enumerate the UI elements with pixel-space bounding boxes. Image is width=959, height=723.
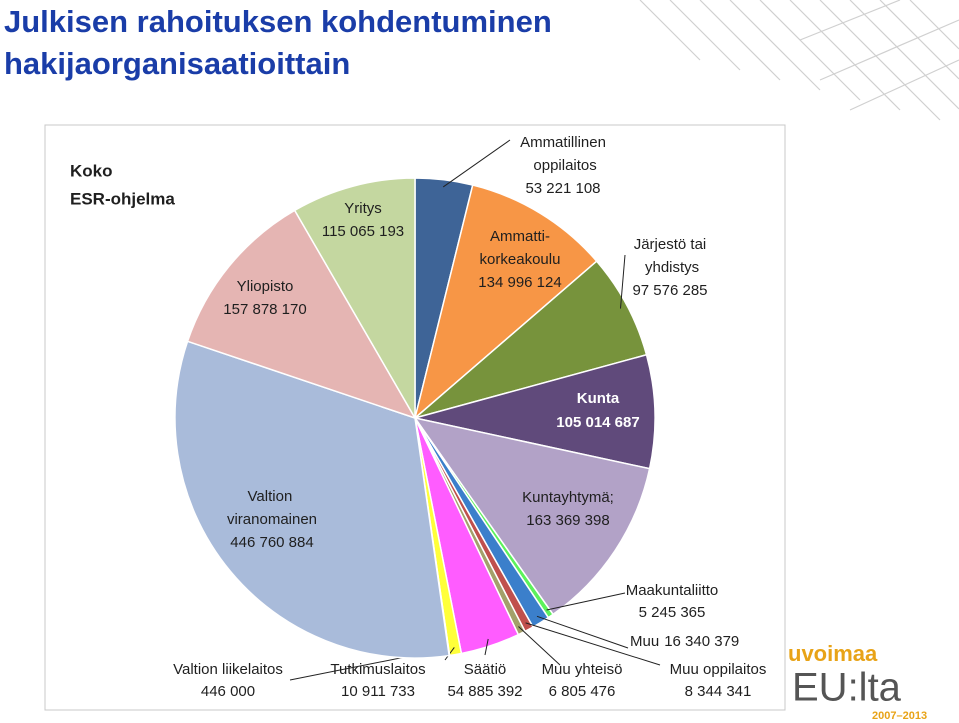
leader-line bbox=[619, 254, 626, 309]
value-label: 54 885 392 bbox=[447, 683, 522, 700]
slice-label: Valtion liikelaitos bbox=[173, 661, 283, 678]
leader-line bbox=[484, 638, 489, 656]
pie: Ammatillinen oppilaitos 53 221 108 Ammatti… bbox=[173, 134, 766, 700]
value-label: 163 369 398 bbox=[526, 512, 609, 529]
slice-label: Muu bbox=[630, 633, 659, 650]
title: Julkisen rahoituksen kohdentuminen bbox=[4, 4, 552, 39]
leader-line bbox=[546, 592, 626, 611]
slice-label: Kunta bbox=[577, 390, 620, 407]
leader-line bbox=[525, 622, 661, 666]
pie-slice bbox=[293, 177, 416, 421]
value-label: 6 805 476 bbox=[549, 683, 616, 700]
leader-line bbox=[442, 139, 511, 188]
slice-label: Ammatillinen oppilaitos bbox=[520, 134, 606, 174]
slice-label: Yliopisto bbox=[237, 278, 294, 295]
slice-label: Järjestö tai yhdistys bbox=[634, 236, 707, 276]
value-label: 157 878 170 bbox=[223, 301, 306, 318]
value-label: 16 340 379 bbox=[664, 633, 739, 650]
value-label: 8 344 341 bbox=[685, 683, 752, 700]
value-label: 5 245 365 bbox=[639, 604, 706, 621]
value-label: 134 996 124 bbox=[478, 274, 561, 291]
slice-label: Muu oppilaitos bbox=[670, 661, 767, 678]
value-label: 10 911 733 bbox=[341, 683, 415, 700]
value-label: 97 576 285 bbox=[632, 282, 707, 299]
slice-label: Tutkimuslaitos bbox=[330, 661, 425, 678]
pie-slice bbox=[413, 184, 598, 421]
slice-label: Kuntayhtymä; bbox=[522, 489, 614, 506]
pie-slice bbox=[414, 353, 656, 470]
pie-slice bbox=[414, 260, 648, 419]
slice-label: Valtion viranomainen bbox=[227, 488, 317, 528]
logo-text: uvoimaa bbox=[788, 641, 878, 666]
logo-mark: EU:lta bbox=[792, 666, 902, 710]
value-label: 115 065 193 bbox=[322, 223, 404, 240]
leader-line bbox=[518, 626, 561, 666]
slice-label: Yritys bbox=[344, 200, 382, 217]
title: hakijaorganisaatioittain bbox=[4, 46, 350, 81]
logo-years: 2007–2013 bbox=[872, 710, 927, 722]
slice-label: Maakuntaliitto bbox=[626, 582, 719, 599]
slice-label: Muu yhteisö bbox=[542, 661, 623, 678]
annotation: Koko bbox=[70, 161, 113, 180]
pie-slice bbox=[174, 340, 450, 659]
annotation: ESR-ohjelma bbox=[70, 189, 175, 208]
logo: uvoimaa EU:lta 2007–2013 bbox=[788, 641, 927, 722]
value-label: 53 221 108 bbox=[525, 180, 600, 197]
pie-slice bbox=[186, 209, 417, 420]
value-label: 105 014 687 bbox=[556, 414, 639, 431]
leader-line bbox=[536, 615, 629, 649]
value-label: 446 000 bbox=[201, 683, 255, 700]
slice-label: Ammatti-korkeakoulu bbox=[480, 228, 561, 268]
decoration bbox=[639, 0, 959, 121]
value-label: 446 760 884 bbox=[230, 534, 313, 551]
slice-label: Säätiö bbox=[464, 661, 507, 678]
